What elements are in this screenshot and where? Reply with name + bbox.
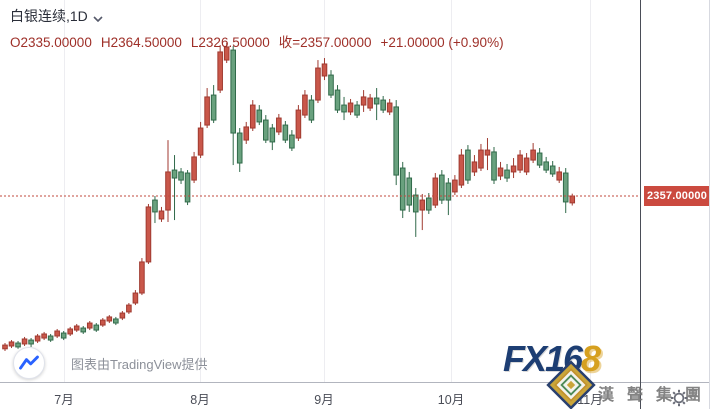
settings-gear-icon[interactable]	[670, 389, 688, 409]
hansheng-company-watermark: 漢聲集團	[598, 387, 710, 404]
chart-header: 白银连续, 1D O2335.00000 H2364.50000 L2326.500…	[10, 6, 513, 51]
month-label: 8月	[190, 393, 210, 407]
ohlc-low: L2326.50000	[190, 35, 270, 50]
attribution-text: 图表由TradingView提供	[71, 356, 208, 372]
candlestick-series	[2, 43, 576, 351]
ohlc-row: O2335.00000 H2364.50000 L2326.50000 收=2357.…	[10, 31, 513, 51]
price-axis-label: 2357.00000	[644, 186, 709, 206]
tradingview-attribution[interactable]: 图表由TradingView提供	[13, 347, 208, 379]
chevron-down-icon[interactable]	[93, 9, 103, 25]
ohlc-high: H2364.50000	[100, 35, 182, 50]
symbol-title[interactable]: 白银连续, 1D	[10, 6, 513, 26]
tradingview-logo-icon	[13, 347, 45, 379]
ohlc-change: +21.00000 (+0.90%)	[380, 35, 504, 50]
fx168-brand-8: 8	[581, 338, 601, 379]
symbol-name[interactable]: 白银连续	[10, 8, 66, 24]
title-separator: ,	[66, 8, 70, 24]
month-label: 7月	[54, 393, 74, 407]
interval-label[interactable]: 1D	[69, 8, 88, 24]
ohlc-open: O2335.00000	[10, 35, 92, 50]
ohlc-close: 收=2357.00000	[278, 35, 372, 50]
hansheng-diamond-logo-icon	[546, 360, 596, 409]
month-label: 9月	[314, 393, 334, 407]
month-label: 10月	[437, 393, 465, 407]
